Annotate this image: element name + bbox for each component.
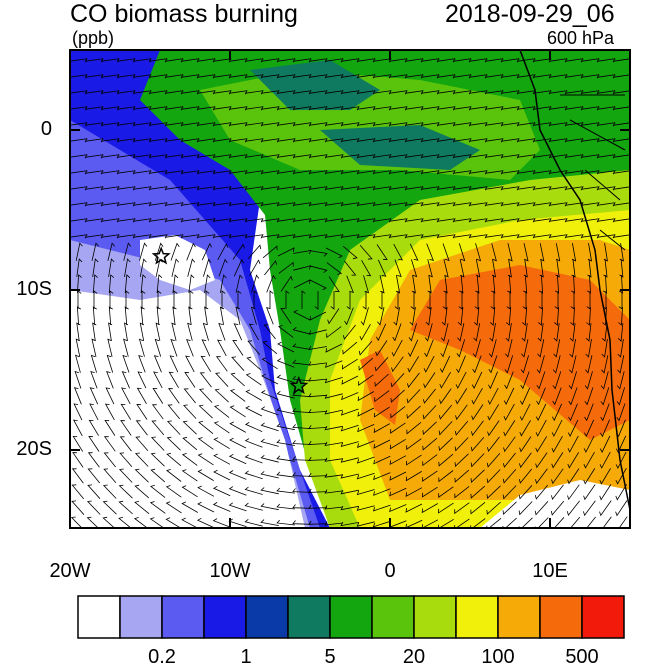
lon-label-20w: 20W: [49, 560, 91, 582]
colorbar-label-500: 500: [565, 646, 599, 668]
lon-label-10e: 10E: [532, 560, 568, 582]
lon-label-0: 0: [384, 560, 396, 582]
lat-label-0: 0: [40, 118, 52, 140]
colorbar-swatch: [245, 595, 289, 639]
lat-label-20s: 20S: [16, 438, 52, 460]
star-west: [151, 246, 171, 265]
colorbar-swatch: [371, 595, 415, 639]
co-field: [70, 50, 630, 528]
colorbar-swatch: [287, 595, 331, 639]
colorbar-label-0.2: 0.2: [148, 646, 176, 668]
colorbar-swatch: [539, 595, 583, 639]
colorbar-swatch: [161, 595, 205, 639]
colorbar: [77, 595, 625, 639]
colorbar-label-1: 1: [240, 646, 252, 668]
axis-ticks: [70, 50, 630, 528]
map-title: CO biomass burning: [70, 0, 298, 28]
units-label: (ppb): [72, 28, 115, 48]
colorbar-label-5: 5: [324, 646, 336, 668]
colorbar-swatch: [455, 595, 499, 639]
pressure-level-label: 600 hPa: [547, 28, 615, 48]
colorbar-swatch: [581, 595, 625, 639]
colorbar-label-100: 100: [481, 646, 515, 668]
lon-label-10w: 10W: [209, 560, 251, 582]
colorbar-swatch: [413, 595, 457, 639]
colorbar-swatch: [77, 595, 121, 639]
colorbar-swatch: [203, 595, 247, 639]
marker-stars: [151, 246, 309, 395]
datetime-label: 2018-09-29_06: [445, 0, 615, 28]
star-south: [289, 375, 309, 395]
colorbar-swatch: [119, 595, 163, 639]
lat-label-10s: 10S: [16, 278, 52, 300]
colorbar-swatch: [329, 595, 373, 639]
colorbar-swatch: [497, 595, 541, 639]
colorbar-label-20: 20: [402, 646, 426, 668]
